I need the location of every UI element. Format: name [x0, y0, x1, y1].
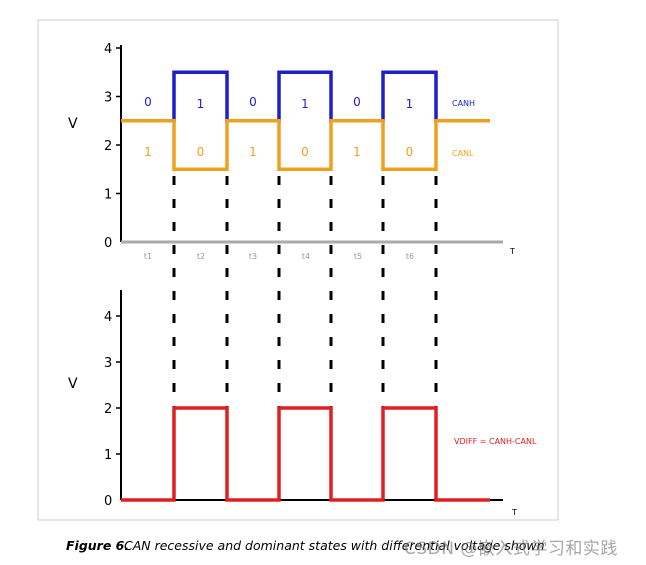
- canl-legend-label: CANL: [452, 149, 474, 158]
- top-y-tick-label: 4: [104, 42, 112, 57]
- top-y-tick-label: 1: [104, 188, 112, 203]
- bottom-y-axis-label: V: [68, 376, 78, 392]
- canh-bit-label: 0: [249, 95, 257, 109]
- bottom-y-tick-label: 4: [104, 310, 112, 325]
- top-y-ticks: 0 1 2 3 4: [104, 42, 121, 251]
- canh-legend-label: CANH: [452, 99, 475, 108]
- bottom-y-tick-label: 2: [104, 402, 112, 417]
- canh-bit-label: 1: [197, 97, 205, 111]
- top-x-axis-label: T: [509, 247, 515, 256]
- vdiff-waveform: [121, 406, 490, 502]
- bottom-y-tick-label: 3: [104, 356, 112, 371]
- top-y-axis-label: V: [68, 116, 78, 132]
- top-y-tick-label: 0: [104, 236, 112, 251]
- top-chart: 0 1 2 3 4 V T 0 1 0 1 0 1 1 0 1 0 1 0 CANH CANL t1 t2 t3…: [68, 42, 515, 261]
- time-tick-label: t3: [249, 252, 257, 261]
- canl-bit-label: 1: [144, 145, 152, 159]
- time-tick-label: t6: [406, 252, 414, 261]
- caption-text: CAN recessive and dominant states with d…: [124, 538, 545, 553]
- time-tick-label: t2: [197, 252, 205, 261]
- canh-bit-label: 0: [144, 95, 152, 109]
- figure-frame: [37, 19, 559, 521]
- canl-bit-label: 0: [406, 145, 414, 159]
- canh-bit-label: 1: [301, 97, 309, 111]
- canh-bit-label: 1: [406, 97, 414, 111]
- canh-bit-label: 0: [353, 95, 361, 109]
- canl-bit-label: 1: [353, 145, 361, 159]
- bottom-y-ticks: 0 1 2 3 4: [104, 310, 121, 509]
- time-tick-label: t1: [144, 252, 152, 261]
- bit-boundary-dashes: [172, 176, 438, 410]
- bottom-x-axis-label: T: [511, 508, 517, 517]
- canh-waveform: [121, 70, 490, 123]
- top-y-tick-label: 2: [104, 139, 112, 154]
- canl-waveform: [121, 119, 490, 171]
- bottom-chart: 0 1 2 3 4 V T VDIFF = CANH-CANL: [68, 290, 537, 517]
- figure-caption: Figure 6. CAN recessive and dominant sta…: [0, 534, 646, 559]
- caption-label: Figure 6.: [66, 538, 130, 553]
- time-tick-labels: t1 t2 t3 t4 t5 t6: [144, 252, 414, 261]
- bottom-y-tick-label: 0: [104, 494, 112, 509]
- bottom-y-tick-label: 1: [104, 448, 112, 463]
- vdiff-legend-label: VDIFF = CANH-CANL: [454, 437, 537, 446]
- time-tick-label: t4: [302, 252, 310, 261]
- canl-bit-labels: 1 0 1 0 1 0: [144, 145, 413, 159]
- canl-bit-label: 1: [249, 145, 257, 159]
- canl-bit-label: 0: [197, 145, 205, 159]
- time-tick-label: t5: [354, 252, 362, 261]
- canh-bit-labels: 0 1 0 1 0 1: [144, 95, 413, 111]
- top-y-tick-label: 3: [104, 91, 112, 106]
- watermark: CSDN @嵌入式学习和实践: [404, 539, 618, 559]
- canl-bit-label: 0: [301, 145, 309, 159]
